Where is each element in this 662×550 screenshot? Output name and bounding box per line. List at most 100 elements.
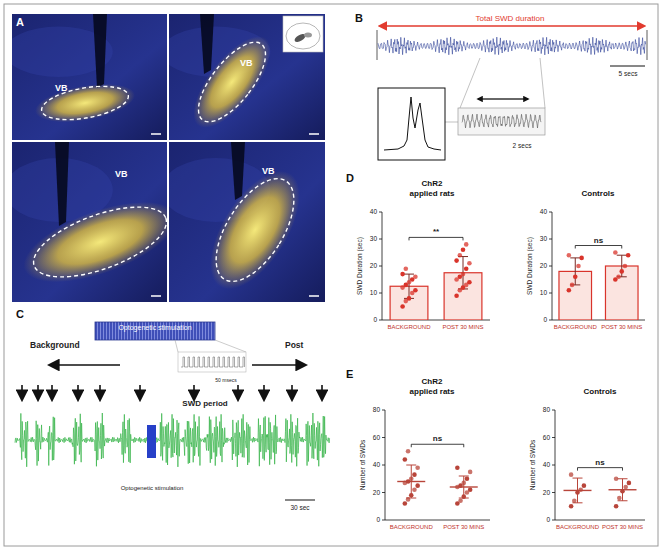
swd-arrow (21, 385, 23, 399)
significance-label: ns (594, 236, 604, 245)
y-tick-label: 20 (543, 489, 551, 496)
panel-label: A (16, 16, 24, 28)
region-outline (25, 193, 167, 292)
data-point (407, 296, 412, 301)
data-point (572, 498, 577, 503)
data-point (567, 288, 572, 293)
chart: ChR2applied rats020406080Number of SWDsB… (359, 377, 490, 530)
x-tick-label: POST 30 MINS (602, 524, 643, 530)
data-point (573, 275, 578, 280)
y-tick (549, 320, 552, 321)
y-tick (549, 293, 552, 294)
x-tick-label: BACKGROUND (554, 324, 598, 330)
stimulation-marker (147, 425, 156, 458)
x-tick-label: BACKGROUND (387, 324, 431, 330)
background (0, 0, 662, 550)
x-tick-label: BACKGROUND (390, 524, 434, 530)
data-point (413, 288, 418, 293)
chart: Controls010203040SWD Duration (sec)BACKG… (526, 189, 645, 330)
y-axis-label: SWD Duration (sec) (526, 237, 534, 295)
data-point (461, 494, 466, 499)
duration-arrow (380, 25, 644, 26)
waveform-box (378, 88, 445, 160)
data-point (464, 266, 469, 271)
chart: Controls020406080Number of SWDsBACKGROUN… (529, 387, 645, 530)
title-line: Controls (582, 189, 615, 198)
y-tick (379, 293, 382, 294)
trace-start (377, 30, 378, 60)
y-axis-label: Number of SWDs (529, 439, 536, 490)
error-bar (573, 478, 583, 503)
figure: VBVBVBVBTotal SWD duration5 secs2 secsBa… (0, 0, 662, 550)
x-axis (555, 520, 645, 521)
y-tick (379, 239, 382, 240)
data-point (569, 504, 574, 509)
y-tick-label: 20 (370, 262, 378, 269)
data-point (465, 476, 470, 481)
data-point (455, 465, 460, 470)
trace-label: SWD period (182, 399, 227, 408)
panel-label: B (355, 12, 363, 24)
zoom-line (540, 58, 545, 108)
data-point (461, 248, 466, 253)
y-tick-label: 0 (546, 516, 550, 523)
atlas-outline (286, 23, 320, 49)
data-point (406, 497, 411, 502)
zoom-line (460, 58, 480, 108)
zoom-box (458, 108, 545, 135)
significance-label: ns (595, 458, 605, 467)
y-tick-label: 40 (370, 208, 378, 215)
region-outline (39, 81, 131, 126)
data-point (467, 261, 472, 266)
data-point (400, 272, 405, 277)
error-bar (617, 255, 627, 277)
data-point (468, 487, 473, 492)
data-point (614, 504, 619, 509)
y-tick-label: 40 (373, 461, 381, 468)
swd-arrow (77, 385, 79, 399)
histology-image (169, 14, 325, 140)
marks (564, 472, 637, 508)
duration-arrow (380, 25, 644, 26)
waveform (384, 97, 441, 150)
zoom-line (175, 340, 178, 352)
fiber-track (231, 142, 245, 200)
title-line: ChR2 (422, 377, 443, 386)
y-tick-label: 80 (373, 406, 381, 413)
error-bar (404, 274, 414, 298)
data-point (404, 266, 409, 271)
atlas-inset (283, 16, 323, 52)
panel-label: E (346, 368, 353, 380)
data-point (617, 496, 622, 501)
error-bar (458, 257, 468, 289)
region-label: VB (55, 83, 68, 93)
data-point (623, 485, 628, 490)
swd-arrow (193, 385, 195, 399)
y-tick (382, 410, 385, 411)
y-tick (379, 266, 382, 267)
title-line: applied rats (410, 189, 455, 198)
y-tick (552, 520, 555, 521)
y-tick-label: 30 (370, 235, 378, 242)
data-point (413, 275, 418, 280)
chart-title: Controls (582, 189, 615, 198)
y-tick (379, 320, 382, 321)
data-point (461, 272, 466, 277)
y-tick (552, 410, 555, 411)
zoom-trace (462, 114, 541, 128)
error-bar (406, 465, 416, 498)
swd-arrow (99, 385, 101, 399)
data-point (403, 501, 408, 506)
trace-title: Total SWD duration (476, 14, 545, 23)
scale-bar (309, 133, 319, 135)
significance-label: ns (433, 434, 443, 443)
fiber-track (200, 14, 214, 74)
data-point (578, 487, 583, 492)
data-point (576, 264, 581, 269)
scale-bar (285, 500, 315, 501)
data-point (467, 280, 472, 285)
swd-arrow (37, 385, 39, 399)
fluorescence (180, 24, 284, 139)
data-point (468, 470, 473, 475)
y-tick-label: 30 (540, 235, 548, 242)
